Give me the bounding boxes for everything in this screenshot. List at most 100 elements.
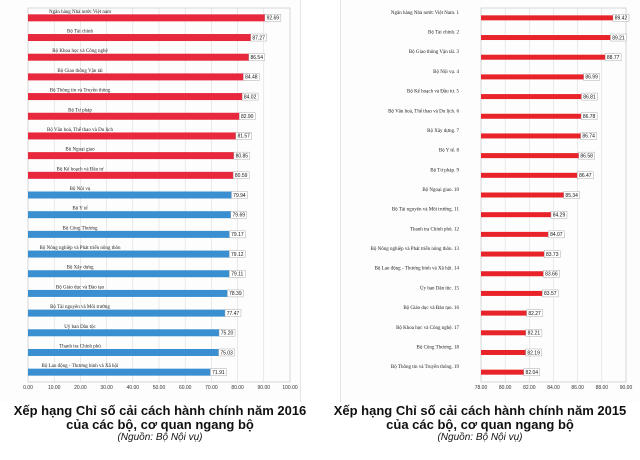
x-tick-label: 86.00 [571,385,584,391]
value-box [218,329,236,337]
bar [28,34,257,42]
caption-2015-subtitle: của các bộ, cơ quan ngang bộ [386,417,574,432]
caption-2015: Xếp hạng Chỉ số cải cách hành chính năm … [320,404,640,444]
category-label: Bộ Giáo dục và Đào tạo. 16 [403,306,459,311]
category-label: Bộ Lao động - Thương binh và Xã hội [42,364,120,369]
value-box [241,92,259,101]
value-box [232,171,250,180]
value-box [210,368,227,376]
value-label: 86.47 [579,173,592,179]
value-label: 84.29 [553,212,566,218]
value-label: 79.11 [231,272,243,278]
bar [28,230,236,238]
caption-2015-source: (Nguồn: Bộ Nội vụ) [437,432,523,443]
value-label: 78.39 [229,291,242,297]
bar [28,112,246,120]
category-label: Bộ Kế hoạch và Đầu tư [56,167,103,172]
x-tick-label: 84.00 [547,385,560,391]
bar [481,251,551,257]
bar [28,14,271,22]
category-label: Bộ Nông nghiệp và Phát triển nông thôn [40,245,121,251]
value-label: 85.34 [565,193,578,199]
bar [481,94,588,100]
value-label: 77.47 [227,311,240,317]
category-label: Bộ Tư pháp. 9 [430,168,459,173]
value-label: 89.21 [612,35,625,41]
bar [481,35,617,41]
x-tick-label: 70.00 [205,385,218,391]
value-label: 79.17 [231,232,244,238]
bar [481,310,533,316]
value-label: 86.74 [582,134,595,140]
value-box [227,289,244,298]
chart-2016-panel: 0.00 10.00 20.00 30.00 40.00 50.00 60.00 70.00 8… [0,0,301,402]
value-label: 89.42 [615,16,628,22]
x-tick-label: 90.00 [620,385,633,391]
value-label: 80.59 [235,173,248,179]
x-tick-label: 88.00 [596,385,609,391]
value-box [238,112,256,120]
category-label: Bộ Giao thông Vận tải [57,69,103,74]
category-label: Bộ Tài chính [67,30,94,35]
category-label: Bộ Khoa học và Công nghệ [52,49,108,54]
category-label: Bộ Ngoại giao [65,148,95,153]
category-label: Bộ Nội vụ [70,187,91,192]
value-label: 83.57 [544,291,557,297]
category-label: Bộ Y tế [72,207,88,212]
x-tick-label: 40.00 [127,385,140,391]
bar [28,211,237,219]
bar [481,133,587,139]
bar [28,171,240,179]
caption-2016: Xếp hạng Chỉ số cải cách hành chính năm … [0,404,320,444]
value-label: 80.85 [236,153,249,159]
bar [481,212,558,218]
category-label: Thanh tra Chính phủ. 12 [410,227,460,232]
x-tick-label: 30.00 [100,385,113,391]
x-tick-label: 100.00 [282,385,298,391]
value-label: 88.77 [607,55,620,61]
bar [481,349,532,355]
bar [481,15,619,21]
value-label: 83.73 [546,252,559,258]
category-label: Bộ Xây dựng. 7 [427,129,459,134]
value-box [250,33,267,42]
bar [481,271,550,277]
caption-2016-source: (Nguồn: Bộ Nội vụ) [117,432,203,443]
category-label: Bộ Thông tin và Truyền thông [50,89,111,94]
category-label: Bộ Ngoại giao. 10 [422,188,459,193]
category-label: Bộ Xây dựng [67,266,94,271]
bar [28,93,249,101]
value-box [525,329,543,337]
category-label: Bộ Văn hoá, Thể thao và Du lịch. 6 [388,108,459,114]
category-label: Bộ Kế hoạch và Đầu tư. 5 [407,90,460,95]
value-box [229,250,246,258]
value-box [218,348,235,357]
category-label: Ủy ban Dân tộc. 15 [420,285,460,291]
value-label: 86.99 [585,75,598,81]
value-label: 79.12 [231,252,244,258]
category-label: Bộ Tài nguyên và Môi trường [50,305,110,310]
value-label: 84.02 [244,94,257,100]
bar [481,330,532,336]
value-label: 75.20 [221,331,234,337]
x-tick-label: 10.00 [48,385,61,391]
value-label: 92.69 [267,16,280,22]
x-tick-label: 82.00 [523,385,536,391]
bar [28,191,238,199]
category-label: Bộ Tài nguyên và Môi trường. 11 [392,208,460,213]
value-label: 84.07 [550,232,563,238]
bar [481,290,549,296]
value-label: 86.58 [580,153,593,159]
category-label: Ngân hàng Nhà nước Việt nam [49,10,111,15]
category-label: Bộ Công Thương. 18 [417,345,460,350]
value-box [544,250,561,258]
bar [481,231,555,237]
bar [481,113,588,119]
bar [28,132,242,140]
value-box [563,191,580,199]
bar [28,250,236,258]
value-box [233,151,251,160]
category-label: Bộ Nông nghiệp và Phát triển nông thôn. … [371,246,460,252]
category-label: Bộ Giáo dục và Đào tạo [56,285,105,290]
value-label: 86.78 [583,114,596,120]
